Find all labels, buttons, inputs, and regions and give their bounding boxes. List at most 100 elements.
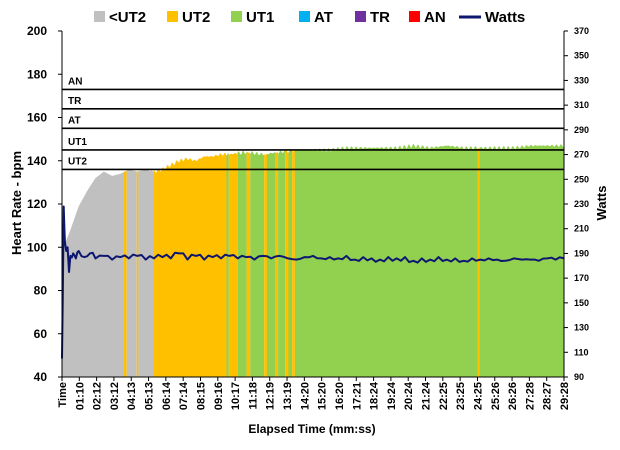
y2-tick-label: 370 bbox=[574, 26, 589, 36]
legend-swatch-tr bbox=[355, 11, 366, 22]
y-tick-label: 60 bbox=[34, 327, 48, 341]
y2-tick-label: 150 bbox=[574, 298, 589, 308]
legend-swatch-at bbox=[299, 11, 310, 22]
x-tick-label: 20:24 bbox=[403, 381, 415, 410]
y-tick-label: 200 bbox=[27, 24, 47, 38]
legend-label-an: AN bbox=[424, 9, 446, 26]
axes-group: 40 60 80 100 120 140 160 180 200 90 110 130 150 170 19… bbox=[27, 24, 589, 410]
x-tick-label: 03:12 bbox=[109, 382, 121, 410]
x-tick-label: 09:16 bbox=[213, 382, 225, 410]
zone-area-ut1 bbox=[250, 151, 265, 377]
zone-area-ut2 bbox=[285, 149, 289, 377]
x-tick-label: 15:20 bbox=[317, 382, 329, 410]
zone-area-below-ut2 bbox=[126, 169, 137, 377]
zone-area-ut1 bbox=[479, 144, 564, 377]
x-tick-label: Time bbox=[57, 382, 69, 407]
legend-label-at: AT bbox=[314, 9, 333, 26]
watts-line-group bbox=[61, 205, 565, 359]
x-tick-label: 23:25 bbox=[455, 382, 467, 410]
x-tick-label: 08:15 bbox=[196, 382, 208, 410]
y2-tick-label: 130 bbox=[574, 323, 589, 333]
zone-area-group bbox=[62, 143, 564, 377]
x-tick-label: 07:14 bbox=[178, 381, 190, 410]
y-tick-label: 100 bbox=[27, 240, 47, 254]
x-tick-label: 25:26 bbox=[490, 382, 502, 410]
y2-tick-label: 270 bbox=[574, 150, 589, 160]
y2-tick-label: 90 bbox=[574, 372, 584, 382]
zone-threshold-group: AN TR AT UT1 UT2 bbox=[62, 76, 564, 171]
y-tick-label: 160 bbox=[27, 111, 47, 125]
x-tick-label: 17:21 bbox=[351, 382, 363, 410]
y2-tick-label: 290 bbox=[574, 125, 589, 135]
zone-area-ut1 bbox=[226, 152, 229, 377]
watts-series-line bbox=[61, 205, 565, 359]
zone-area-ut2 bbox=[275, 152, 279, 377]
x-tick-label: 28:27 bbox=[542, 382, 554, 410]
zone-area-ut2 bbox=[136, 171, 139, 377]
y2-tick-label: 330 bbox=[574, 75, 589, 85]
y2-tick-label: 190 bbox=[574, 248, 589, 258]
x-tick-label: 13:19 bbox=[282, 382, 294, 410]
zone-area-ut2 bbox=[292, 149, 295, 377]
y2-tick-label: 210 bbox=[574, 224, 589, 234]
x-tick-label: 04:13 bbox=[126, 382, 138, 410]
x-tick-label: 02:12 bbox=[92, 382, 104, 410]
threshold-label-an: AN bbox=[68, 76, 82, 87]
y2-tick-label: 230 bbox=[574, 199, 589, 209]
legend-swatch-ut2 bbox=[167, 11, 178, 22]
zone-area-below-ut2 bbox=[62, 171, 124, 377]
x-tick-label: 16:20 bbox=[334, 382, 346, 410]
y-tick-label: 140 bbox=[27, 154, 47, 168]
legend-swatch-below-ut2 bbox=[94, 11, 105, 22]
x-tick-label: 27:28 bbox=[524, 382, 536, 410]
zone-area-ut2 bbox=[246, 151, 251, 377]
y2-tick-label: 170 bbox=[574, 273, 589, 283]
zone-area-ut1 bbox=[237, 150, 247, 377]
x-tick-label: 12:19 bbox=[265, 382, 277, 410]
zone-area-ut2 bbox=[123, 170, 127, 377]
threshold-label-ut1: UT1 bbox=[68, 137, 87, 148]
x-tick-label: 10:17 bbox=[230, 382, 242, 410]
zone-area-ut1 bbox=[267, 152, 276, 377]
y-tick-label: 180 bbox=[27, 67, 47, 81]
zone-area-ut2 bbox=[264, 153, 267, 377]
zone-area-ut2 bbox=[154, 152, 227, 377]
y-tick-label: 120 bbox=[27, 197, 47, 211]
threshold-label-tr: TR bbox=[68, 96, 82, 107]
zone-area-below-ut2 bbox=[138, 169, 154, 377]
x-tick-label: 06:14 bbox=[161, 381, 173, 410]
y2-tick-label: 110 bbox=[574, 347, 589, 357]
x-tick-label: 19:24 bbox=[386, 381, 398, 410]
zone-area-ut2 bbox=[477, 147, 480, 377]
x-tick-label: 26:26 bbox=[507, 382, 519, 410]
x-axis-title: Elapsed Time (mm:ss) bbox=[248, 422, 375, 436]
x-tick-label: 01:10 bbox=[74, 382, 86, 410]
legend-label-watts: Watts bbox=[485, 9, 525, 26]
zone-area-ut2 bbox=[228, 152, 238, 377]
threshold-label-ut2: UT2 bbox=[68, 156, 87, 167]
zone-area-ut1 bbox=[278, 150, 286, 377]
y-tick-label: 80 bbox=[34, 284, 48, 298]
y2-tick-label: 310 bbox=[574, 100, 589, 110]
x-tick-label: 24:25 bbox=[472, 382, 484, 410]
legend-label-ut2: UT2 bbox=[182, 9, 210, 26]
legend-label-ut1: UT1 bbox=[246, 9, 274, 26]
legend-label-tr: TR bbox=[370, 9, 390, 26]
x-tick-label: 14:20 bbox=[299, 382, 311, 410]
x-tick-label: 18:24 bbox=[369, 381, 381, 410]
x-tick-label: 05:13 bbox=[144, 382, 156, 410]
y2-tick-label: 350 bbox=[574, 51, 589, 61]
threshold-label-at: AT bbox=[68, 115, 81, 126]
legend-label-below-ut2: <UT2 bbox=[109, 9, 146, 26]
y-axis-title: Heart Rate - bpm bbox=[9, 151, 24, 255]
x-tick-label: 21:24 bbox=[421, 381, 433, 410]
legend-swatch-ut1 bbox=[231, 11, 242, 22]
y2-tick-label: 250 bbox=[574, 174, 589, 184]
x-tick-label: 29:28 bbox=[559, 382, 571, 410]
legend-swatch-an bbox=[409, 11, 420, 22]
y-tick-label: 40 bbox=[34, 370, 48, 384]
zone-area-ut1 bbox=[288, 149, 293, 377]
x-tick-label: 11:18 bbox=[247, 382, 259, 410]
